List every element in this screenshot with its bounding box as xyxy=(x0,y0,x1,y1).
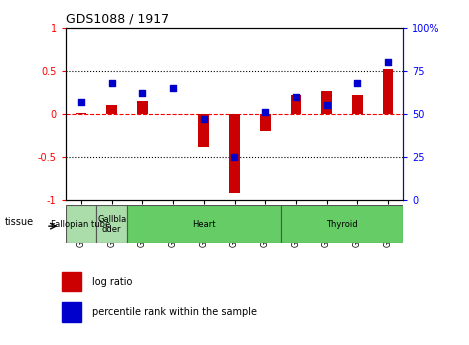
Bar xyxy=(137,101,148,114)
Point xyxy=(261,109,269,115)
Point xyxy=(108,80,115,86)
Bar xyxy=(290,95,301,114)
Point xyxy=(292,94,300,99)
Bar xyxy=(76,113,86,114)
Bar xyxy=(352,95,363,114)
Text: tissue: tissue xyxy=(5,217,34,227)
Text: log ratio: log ratio xyxy=(92,277,132,286)
Bar xyxy=(198,114,209,147)
Point xyxy=(139,90,146,96)
Bar xyxy=(280,205,403,243)
Bar xyxy=(229,114,240,193)
Bar xyxy=(106,105,117,114)
Point xyxy=(323,102,330,108)
Bar xyxy=(127,205,280,243)
Bar xyxy=(66,205,96,243)
Bar xyxy=(62,302,81,322)
Text: Heart: Heart xyxy=(192,220,216,229)
Point xyxy=(77,99,85,105)
Bar xyxy=(383,69,393,114)
Bar xyxy=(321,91,332,114)
Text: percentile rank within the sample: percentile rank within the sample xyxy=(92,307,257,317)
Text: Fallopian tube: Fallopian tube xyxy=(52,220,111,229)
Point xyxy=(354,80,361,86)
Point xyxy=(231,154,238,160)
Text: GDS1088 / 1917: GDS1088 / 1917 xyxy=(66,12,169,25)
Point xyxy=(200,116,208,122)
Point xyxy=(169,85,177,91)
Bar xyxy=(96,205,127,243)
Point xyxy=(384,59,392,65)
Bar xyxy=(62,272,81,291)
Text: Thyroid: Thyroid xyxy=(326,220,358,229)
Bar xyxy=(260,114,271,131)
Text: Gallbla
dder: Gallbla dder xyxy=(97,215,126,234)
